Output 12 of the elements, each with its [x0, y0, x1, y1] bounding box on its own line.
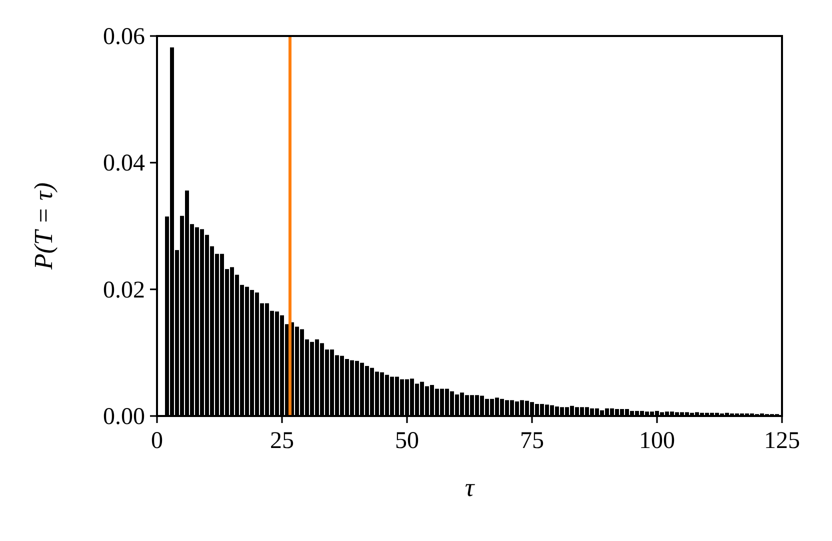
x-tick-label: 50: [395, 428, 419, 454]
x-tick-label: 125: [764, 428, 800, 454]
y-tick-label: 0.06: [103, 24, 145, 50]
x-tick-label: 75: [520, 428, 544, 454]
x-axis-title: τ: [464, 473, 476, 502]
x-tick-label: 100: [639, 428, 675, 454]
y-tick-label: 0.04: [103, 150, 145, 177]
x-tick-label: 25: [270, 428, 294, 454]
y-axis-title: P(T = τ): [29, 182, 58, 271]
y-tick-label: 0.00: [103, 404, 145, 430]
y-tick-label: 0.02: [103, 277, 145, 304]
x-tick-label: 0: [151, 428, 163, 454]
